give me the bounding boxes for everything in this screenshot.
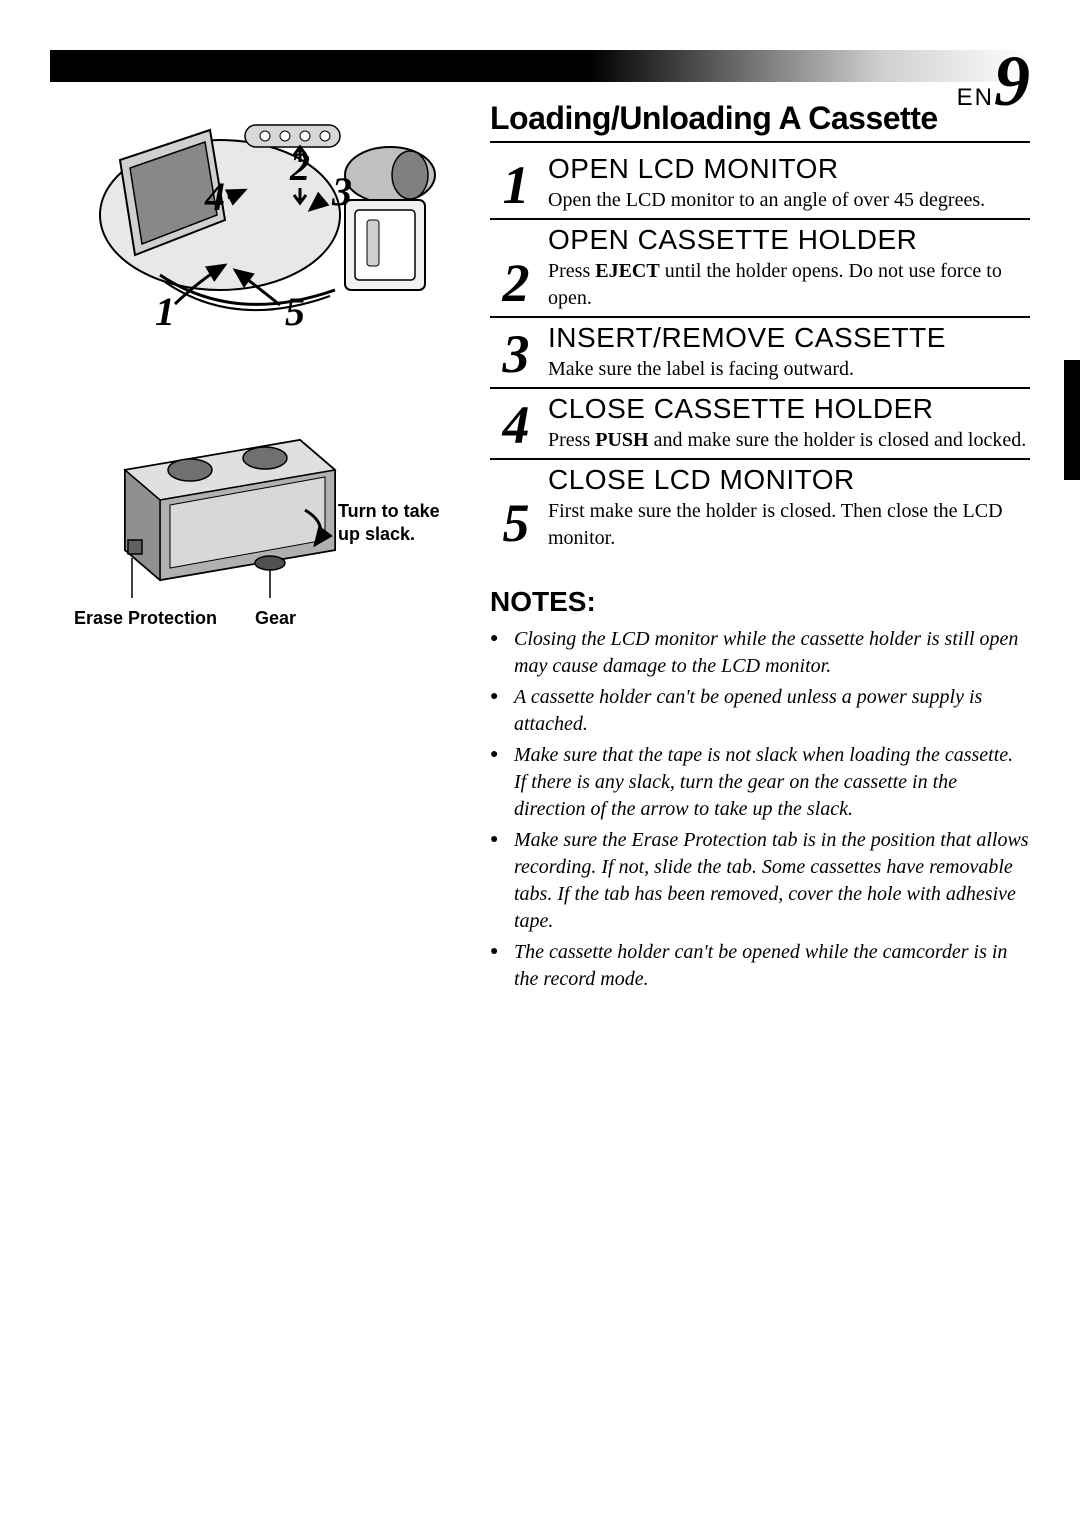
step-number: 4 bbox=[490, 398, 542, 454]
step-2: 2OPEN CASSETTE HOLDERPress EJECT until t… bbox=[490, 224, 1030, 318]
notes-list: Closing the LCD monitor while the casset… bbox=[490, 626, 1030, 993]
notes-section: NOTES: Closing the LCD monitor while the… bbox=[490, 586, 1030, 993]
step-title: OPEN CASSETTE HOLDER bbox=[548, 224, 1030, 256]
camcorder-illustration: 1 5 2 3 4 bbox=[90, 100, 450, 350]
step-description: First make sure the holder is closed. Th… bbox=[548, 498, 1030, 552]
step-number: 1 bbox=[490, 158, 542, 214]
step-number: 5 bbox=[490, 496, 542, 552]
step-number: 2 bbox=[490, 256, 542, 312]
step-description: Open the LCD monitor to an angle of over… bbox=[548, 187, 1030, 214]
step-title: CLOSE CASSETTE HOLDER bbox=[548, 393, 1030, 425]
notes-heading: NOTES: bbox=[490, 586, 1030, 618]
step-content: OPEN LCD MONITOROpen the LCD monitor to … bbox=[542, 153, 1030, 214]
side-tab bbox=[1064, 360, 1080, 480]
step-content: CLOSE CASSETTE HOLDERPress PUSH and make… bbox=[542, 393, 1030, 454]
note-item: A cassette holder can't be opened unless… bbox=[490, 684, 1030, 738]
callout-5: 5 bbox=[285, 289, 305, 334]
note-item: Make sure that the tape is not slack whe… bbox=[490, 742, 1030, 823]
step-5: 5CLOSE LCD MONITORFirst make sure the ho… bbox=[490, 464, 1030, 556]
step-title: OPEN LCD MONITOR bbox=[548, 153, 1030, 185]
note-item: Closing the LCD monitor while the casset… bbox=[490, 626, 1030, 680]
step-description: Make sure the label is facing outward. bbox=[548, 356, 1030, 383]
step-1: 1OPEN LCD MONITOROpen the LCD monitor to… bbox=[490, 153, 1030, 220]
note-item: Make sure the Erase Protection tab is in… bbox=[490, 827, 1030, 935]
step-number: 3 bbox=[490, 327, 542, 383]
step-3: 3INSERT/REMOVE CASSETTEMake sure the lab… bbox=[490, 322, 1030, 389]
step-4: 4CLOSE CASSETTE HOLDERPress PUSH and mak… bbox=[490, 393, 1030, 460]
step-title: INSERT/REMOVE CASSETTE bbox=[548, 322, 1030, 354]
callout-4: 4 bbox=[204, 174, 225, 219]
callout-3: 3 bbox=[331, 169, 352, 214]
turn-slack-label: Turn to take up slack. bbox=[338, 500, 458, 545]
step-content: OPEN CASSETTE HOLDERPress EJECT until th… bbox=[542, 224, 1030, 312]
step-content: CLOSE LCD MONITORFirst make sure the hol… bbox=[542, 464, 1030, 552]
step-description: Press PUSH and make sure the holder is c… bbox=[548, 427, 1030, 454]
step-content: INSERT/REMOVE CASSETTEMake sure the labe… bbox=[542, 322, 1030, 383]
content-column: Loading/Unloading A Cassette 1OPEN LCD M… bbox=[490, 100, 1030, 997]
top-gradient-bar bbox=[50, 50, 1030, 82]
illustration-column: 1 5 2 3 4 bbox=[70, 100, 470, 615]
cassette-illustration-wrap: Turn to take up slack. Erase Protection … bbox=[70, 410, 450, 615]
callout-1: 1 bbox=[155, 289, 175, 334]
steps-list: 1OPEN LCD MONITOROpen the LCD monitor to… bbox=[490, 153, 1030, 556]
step-title: CLOSE LCD MONITOR bbox=[548, 464, 1030, 496]
note-item: The cassette holder can't be opened whil… bbox=[490, 939, 1030, 993]
step-description: Press EJECT until the holder opens. Do n… bbox=[548, 258, 1030, 312]
gear-label: Gear bbox=[255, 608, 296, 629]
erase-protection-label: Erase Protection bbox=[74, 608, 217, 629]
page-title: Loading/Unloading A Cassette bbox=[490, 100, 1030, 143]
